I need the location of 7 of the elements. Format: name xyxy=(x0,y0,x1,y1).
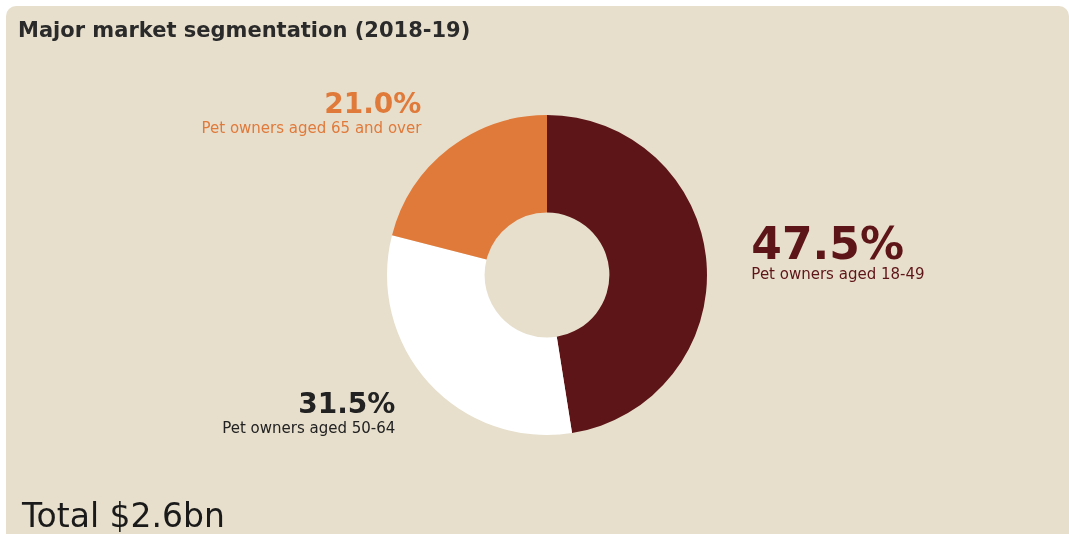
text: Total $2.6bn xyxy=(22,496,225,534)
data-label: 31.5% xyxy=(298,386,396,420)
chart-title: Major market segmentation (2018-19) xyxy=(18,18,471,42)
slice-label: Pet owners aged 50-64 xyxy=(222,418,396,437)
slice-label: Pet owners aged 18-49 xyxy=(751,264,925,283)
slice-label: Pet owners aged 65 and over xyxy=(201,119,423,138)
data-label: 21.0% xyxy=(324,87,422,121)
